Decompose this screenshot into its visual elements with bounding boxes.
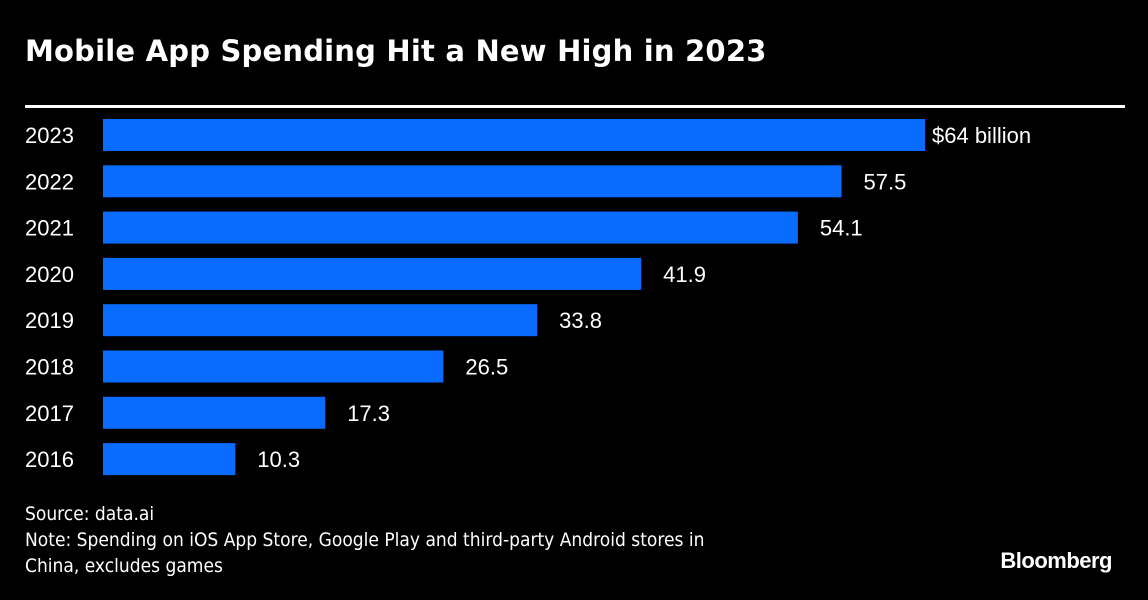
bar-2023 [103,119,925,151]
bar-2021 [103,211,798,244]
data-label: 26.5 [465,355,508,380]
note-line-1: Note: Spending on iOS App Store, Google … [25,529,705,551]
bar-2022 [103,165,842,198]
data-label: $64 billion [932,123,1031,148]
source-note: Source: data.ai [25,503,155,525]
bar-2018 [103,350,444,383]
chart-footer: Source: data.ai Note: Spending on iOS Ap… [25,501,704,579]
category-label: 2021 [25,216,74,241]
bloomberg-logo: Bloomberg [1000,548,1112,573]
category-label: 2023 [25,123,74,148]
header-rule [25,105,1125,108]
bar-chart: 2023 $64 billion 2022 57.5 2021 54.1 2020 41.9 2… [25,119,1031,476]
category-label: 2019 [25,308,74,333]
bar-2017 [103,396,326,429]
category-label: 2017 [25,401,74,426]
data-label: 57.5 [864,169,907,194]
data-label: 33.8 [559,308,602,333]
data-label: 10.3 [257,447,300,472]
bar-2020 [103,257,642,290]
data-label: 41.9 [663,262,706,287]
note-line-2: China, excludes games [25,555,223,577]
chart-title: Mobile App Spending Hit a New High in 20… [25,34,767,68]
data-label: 54.1 [820,216,863,241]
bar-2016 [103,443,236,476]
bar-2019 [103,304,538,337]
category-label: 2018 [25,355,74,380]
category-label: 2022 [25,169,74,194]
category-label: 2016 [25,447,74,472]
data-label: 17.3 [347,401,390,426]
category-label: 2020 [25,262,74,287]
